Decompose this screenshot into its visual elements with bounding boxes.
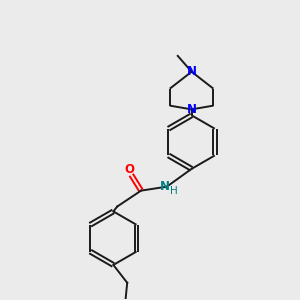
Text: H: H <box>170 186 178 196</box>
Text: N: N <box>160 180 170 193</box>
Text: N: N <box>187 65 196 78</box>
Text: O: O <box>124 163 134 176</box>
Text: N: N <box>187 103 196 116</box>
